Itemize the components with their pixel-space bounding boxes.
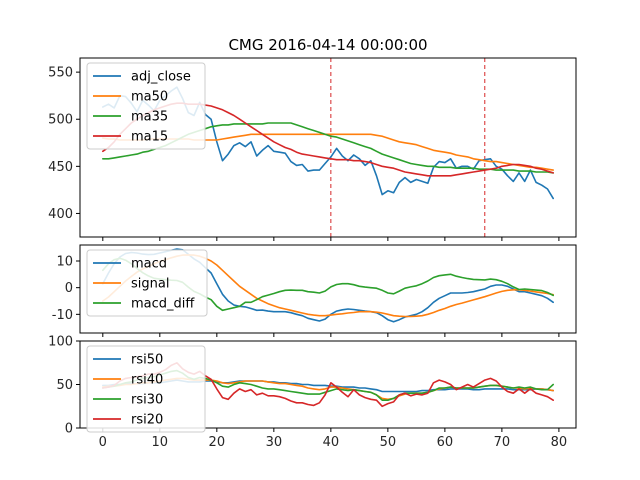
x-tick-label: 40 bbox=[323, 435, 340, 450]
y-tick-label: 50 bbox=[56, 378, 73, 393]
x-tick-label: 10 bbox=[152, 435, 169, 450]
legend-label: rsi50 bbox=[131, 353, 163, 368]
x-tick-label: 0 bbox=[99, 435, 107, 450]
legend-box bbox=[86, 249, 208, 317]
y-tick-label: 400 bbox=[48, 207, 73, 222]
y-tick-label: 0 bbox=[65, 281, 73, 296]
y-tick-label: -10 bbox=[52, 308, 73, 323]
axes-frame bbox=[79, 340, 577, 429]
y-tick-label: 10 bbox=[56, 255, 73, 270]
legend-box bbox=[86, 62, 206, 150]
x-tick-label: 80 bbox=[551, 435, 568, 450]
x-tick-label: 20 bbox=[209, 435, 226, 450]
y-tick-label: 100 bbox=[48, 335, 73, 350]
chart-title: CMG 2016-04-14 00:00:00 bbox=[228, 36, 427, 54]
legend-label: adj_close bbox=[131, 70, 191, 85]
y-tick-label: 550 bbox=[48, 66, 73, 81]
legend-label: rsi30 bbox=[131, 393, 163, 408]
x-tick-label: 60 bbox=[437, 435, 454, 450]
y-tick-label: 450 bbox=[48, 160, 73, 175]
y-tick-label: 0 bbox=[65, 422, 73, 437]
x-tick-label: 50 bbox=[380, 435, 397, 450]
x-tick-label: 30 bbox=[266, 435, 283, 450]
x-tick-label: 70 bbox=[494, 435, 511, 450]
legend-label: ma15 bbox=[131, 130, 168, 145]
series-line-macd bbox=[102, 248, 554, 323]
legend-label: rsi20 bbox=[131, 413, 163, 428]
legend-box bbox=[86, 345, 206, 433]
axes-price-panel: 400 450 500 550 adj_close ma50 ma35 ma15 bbox=[48, 57, 577, 241]
legend-label: rsi40 bbox=[131, 373, 163, 388]
axes-macd-panel: -10 0 10 macd signal macd_diff bbox=[52, 244, 577, 337]
axes-frame bbox=[79, 244, 577, 334]
legend-label: signal bbox=[131, 277, 169, 292]
legend-label: macd bbox=[131, 257, 167, 272]
y-tick-label: 500 bbox=[48, 113, 73, 128]
legend-label: macd_diff bbox=[131, 297, 195, 312]
legend-label: ma35 bbox=[131, 110, 168, 125]
legend-label: ma50 bbox=[131, 90, 168, 105]
axes-rsi-panel: 0 50 100 0 10 20 30 40 50 60 70 80 rsi50 rsi40 rsi30 rs… bbox=[48, 335, 577, 450]
axes-frame bbox=[79, 57, 577, 238]
